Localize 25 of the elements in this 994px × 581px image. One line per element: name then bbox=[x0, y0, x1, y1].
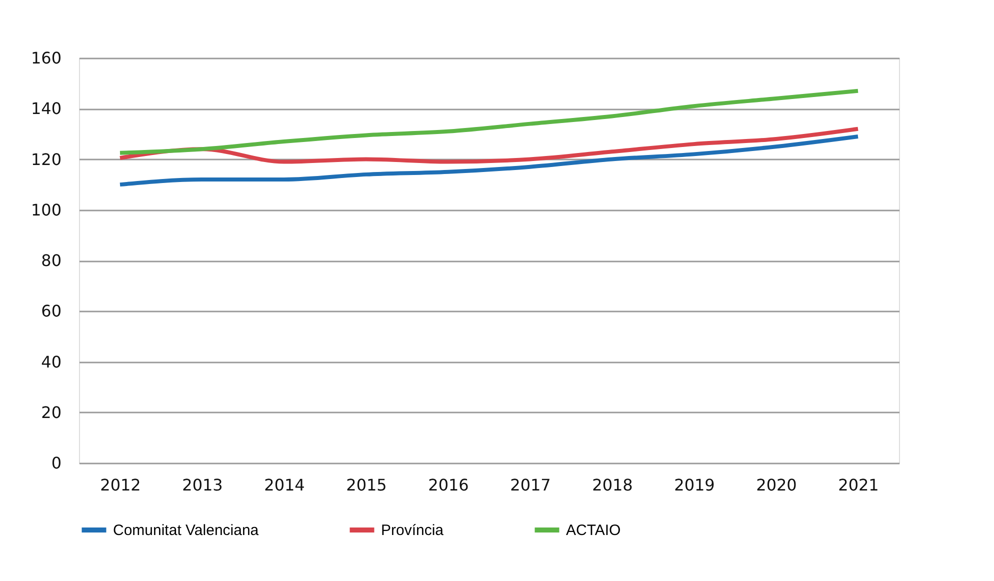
x-tick-label: 2021 bbox=[838, 476, 879, 494]
y-tick-label: 140 bbox=[30, 99, 62, 118]
y-tick-label: 0 bbox=[51, 454, 62, 472]
y-tick-label: 160 bbox=[30, 48, 62, 68]
y-tick-label: 80 bbox=[41, 251, 62, 270]
x-tick-label: 2012 bbox=[100, 476, 141, 494]
y-tick-label: 40 bbox=[41, 352, 62, 372]
line-series bbox=[118, 126, 860, 164]
y-tick-label: 120 bbox=[30, 150, 62, 169]
x-tick-label: 2017 bbox=[510, 476, 551, 494]
y-tick-label: 20 bbox=[41, 402, 62, 422]
line-series bbox=[118, 88, 860, 155]
x-tick-label: 2015 bbox=[346, 476, 387, 494]
x-tick-label: 2018 bbox=[592, 476, 633, 494]
legend-label: Província bbox=[381, 522, 444, 539]
x-tick-label: 2020 bbox=[756, 476, 797, 494]
legend-label: ACTAIO bbox=[566, 522, 621, 539]
y-tick-label: 100 bbox=[30, 200, 62, 220]
x-tick-label: 2016 bbox=[428, 476, 469, 494]
x-tick-label: 2019 bbox=[674, 476, 715, 494]
x-tick-label: 2014 bbox=[264, 476, 305, 494]
line-series bbox=[118, 134, 860, 187]
y-tick-label: 60 bbox=[41, 302, 62, 321]
x-tick-label: 2013 bbox=[182, 476, 223, 494]
legend-label: Comunitat Valenciana bbox=[113, 522, 260, 539]
